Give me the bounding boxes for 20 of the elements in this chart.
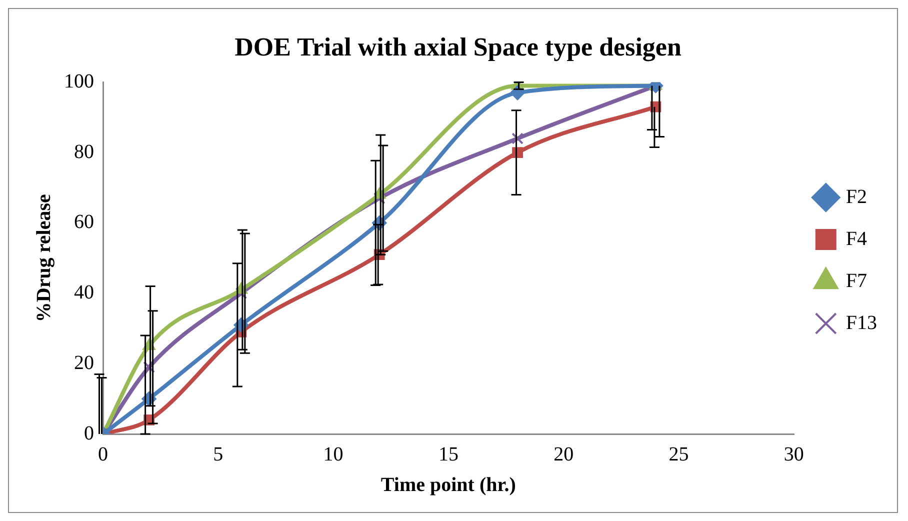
legend-label: F13 <box>846 312 877 334</box>
y-tick-label: 40 <box>74 282 94 304</box>
x-tick-label: 20 <box>554 443 574 466</box>
x-tick-label: 0 <box>98 443 108 466</box>
x-tick-label: 10 <box>323 443 344 466</box>
x-tick-label: 5 <box>213 443 224 466</box>
y-tick-label: 100 <box>64 70 94 92</box>
x-tick-label: 15 <box>438 443 458 466</box>
legend-label: F4 <box>846 228 867 250</box>
y-tick-label: 0 <box>84 422 94 444</box>
x-tick-label: 25 <box>668 443 689 466</box>
legend-label: F7 <box>846 270 867 292</box>
y-axis-title: %Drug release <box>33 194 56 322</box>
y-tick-label: 60 <box>74 211 94 234</box>
x-axis-title: Time point (hr.) <box>380 474 516 496</box>
x-tick-label: 30 <box>784 443 804 466</box>
y-tick-label: 80 <box>74 140 94 163</box>
legend-label: F2 <box>846 186 867 208</box>
chart-title: DOE Trial with axial Space type desigen <box>234 32 682 62</box>
y-tick-label: 20 <box>74 352 94 374</box>
